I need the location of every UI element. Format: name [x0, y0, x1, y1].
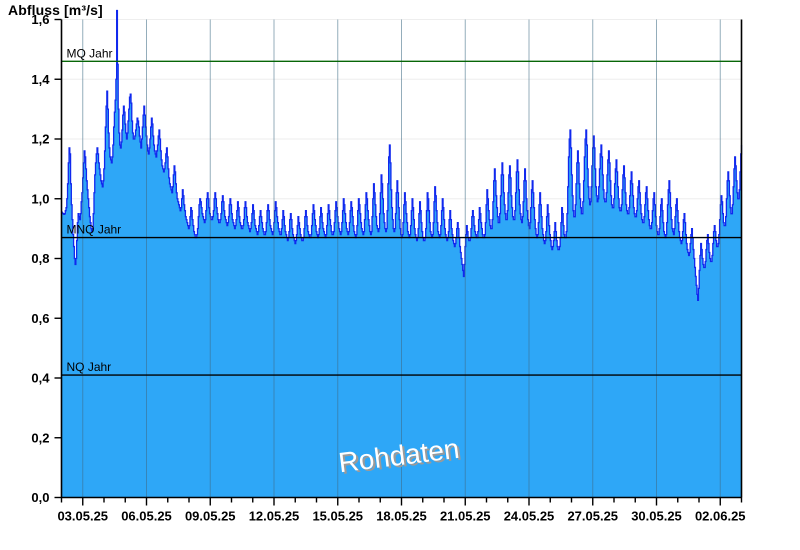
x-tick-label: 09.05.25: [185, 509, 236, 524]
reference-line-label: MQ Jahr: [67, 46, 113, 60]
reference-line-label: NQ Jahr: [67, 360, 112, 374]
y-tick-label: 0,6: [31, 311, 49, 326]
reference-lines: [61, 60, 742, 376]
chart-axis-title: Abfluss [m³/s]: [8, 2, 103, 18]
vertical-gridlines: [82, 19, 721, 498]
x-tick-label: 18.05.25: [376, 509, 427, 524]
x-tick-label: 06.05.25: [121, 509, 172, 524]
y-tick-label: 1,0: [31, 191, 49, 206]
y-tick-label: 1,2: [31, 132, 49, 147]
y-tick-label: 0,2: [31, 430, 49, 445]
y-tick-label: 0,4: [31, 371, 50, 386]
x-tick-label: 30.05.25: [631, 509, 682, 524]
x-tick-label: 03.05.25: [57, 509, 108, 524]
y-tick-label: 1,6: [31, 12, 49, 27]
x-tick-label: 12.05.25: [249, 509, 300, 524]
x-tick-label: 24.05.25: [504, 509, 555, 524]
reference-line-labels: MQ Jahr MNQ Jahr NQ Jahr: [67, 46, 122, 374]
x-tick-label: 02.06.25: [695, 509, 746, 524]
y-tick-label: 0,0: [31, 490, 49, 505]
y-tick-label: 1,4: [31, 72, 50, 87]
y-tick-label: 0,8: [31, 251, 49, 266]
x-axis-ticks: 03.05.25 06.05.25 09.05.25 12.05.25 15.05.25…: [57, 497, 746, 524]
y-axis-ticks: 0,0 0,2 0,4 0,6 0,8 1,0 1,2 1,4 1,6: [31, 12, 62, 505]
x-tick-label: 21.05.25: [440, 509, 491, 524]
x-tick-label: 15.05.25: [312, 509, 363, 524]
reference-line-label: MNQ Jahr: [67, 223, 122, 237]
x-tick-label: 27.05.25: [567, 509, 618, 524]
